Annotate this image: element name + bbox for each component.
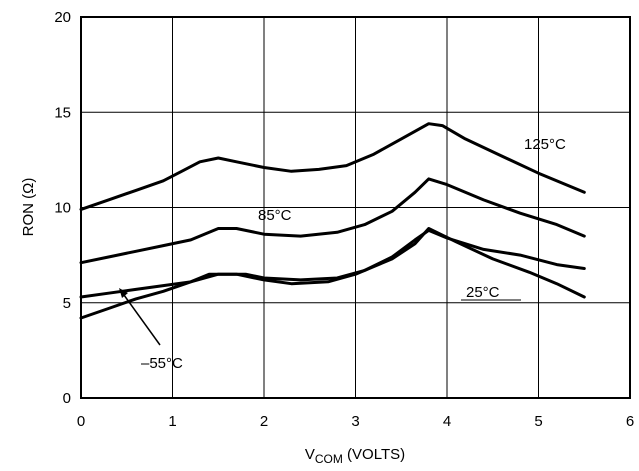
- series-layer: [79, 122, 586, 320]
- x-tick-label: 2: [260, 413, 268, 430]
- series-label-25c: 25°C: [466, 284, 500, 301]
- y-tick-label: 10: [54, 200, 71, 217]
- series-line-minus55c: [79, 227, 586, 320]
- leader-arrowhead-icon: [119, 288, 128, 298]
- label-leader-minus55c: [123, 294, 161, 346]
- series-label-125c: 125°C: [524, 136, 566, 153]
- y-tick-label: 5: [63, 295, 71, 312]
- y-tick-label: 20: [54, 9, 71, 26]
- y-tick-labels: 0 5 10 15 20: [54, 9, 71, 407]
- series-line-85c: [79, 177, 586, 265]
- y-axis-title: RON (Ω): [20, 178, 37, 237]
- x-tick-label: 1: [168, 413, 176, 430]
- x-axis-title-main: V: [305, 446, 315, 463]
- x-tick-label: 4: [443, 413, 451, 430]
- x-axis-title-subscript: COM: [315, 452, 343, 466]
- x-tick-label: 6: [626, 413, 634, 430]
- series-line-125c: [79, 122, 586, 211]
- series-label-minus55c: –55°C: [141, 355, 183, 372]
- x-tick-labels: 0 1 2 3 4 5 6: [77, 413, 634, 430]
- series-label-85c: 85°C: [258, 207, 292, 224]
- grid: [80, 16, 631, 399]
- y-tick-label: 15: [54, 104, 71, 121]
- x-axis-title-rest: (VOLTS): [343, 446, 405, 463]
- x-tick-label: 0: [77, 413, 85, 430]
- x-tick-label: 5: [534, 413, 542, 430]
- plot-frame: [80, 16, 631, 399]
- x-tick-label: 3: [351, 413, 359, 430]
- y-tick-label: 0: [63, 390, 71, 407]
- x-axis-title: VCOM (VOLTS): [305, 446, 405, 466]
